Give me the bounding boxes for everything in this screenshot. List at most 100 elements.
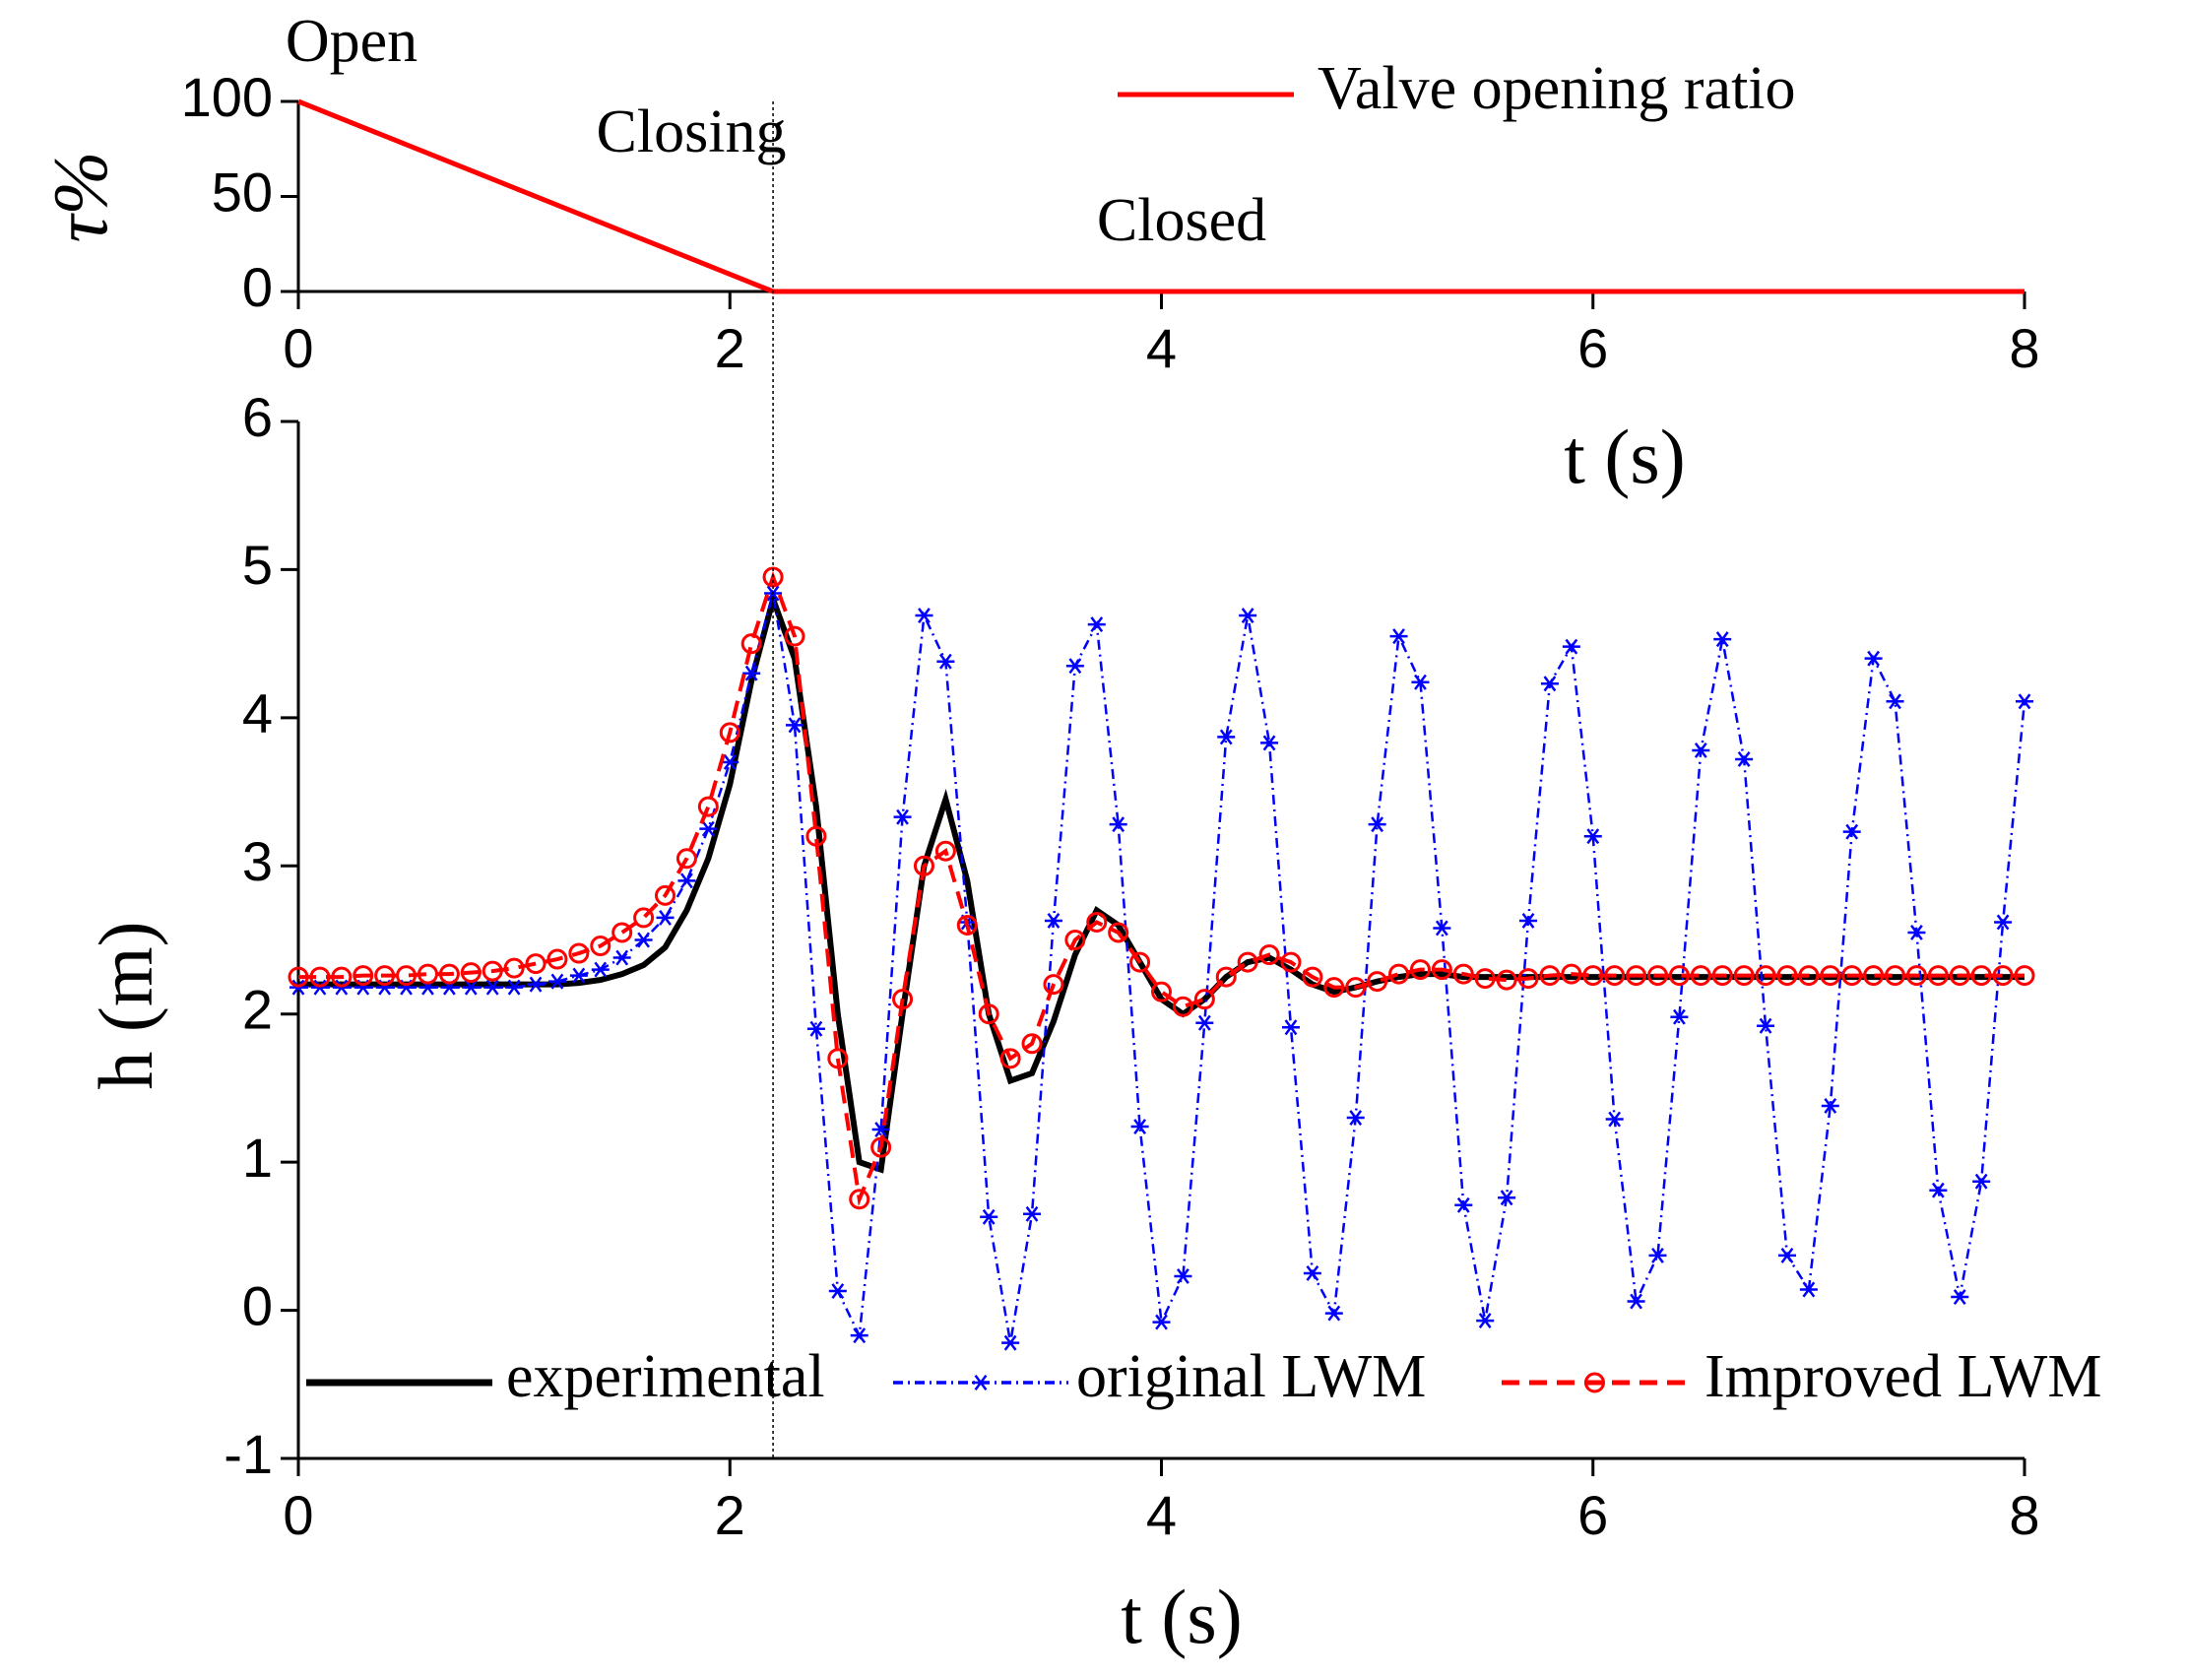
marker <box>978 1003 999 1025</box>
x-tick-label: 6 <box>1577 1484 1608 1546</box>
legend-label: experimental <box>506 1343 825 1410</box>
marker <box>1604 965 1626 987</box>
marker <box>1433 920 1451 937</box>
marker <box>1496 969 1517 991</box>
marker <box>1346 1110 1365 1126</box>
marker <box>1409 959 1431 981</box>
marker <box>1886 693 1904 710</box>
marker <box>1087 616 1106 633</box>
marker <box>505 979 524 996</box>
y-tick-label: 2 <box>242 979 273 1041</box>
marker <box>1670 1008 1689 1025</box>
marker <box>1215 966 1237 988</box>
marker <box>2016 693 2033 710</box>
marker <box>1972 1173 1991 1190</box>
legend-marker <box>1584 1372 1605 1393</box>
y-tick-label: 6 <box>242 386 273 448</box>
marker <box>1668 965 1690 987</box>
marker <box>656 909 675 926</box>
marker <box>1323 977 1345 999</box>
marker <box>999 1048 1021 1069</box>
marker <box>1303 1265 1321 1281</box>
marker <box>1517 968 1539 990</box>
marker <box>1519 912 1538 929</box>
marker <box>1561 963 1582 985</box>
marker <box>892 989 914 1010</box>
marker <box>1152 1314 1171 1330</box>
marker <box>1540 676 1559 692</box>
marker <box>1907 925 1926 940</box>
marker <box>1023 1205 1042 1222</box>
marker <box>1755 965 1776 987</box>
marker <box>1452 963 1474 985</box>
marker <box>288 966 309 988</box>
marker <box>503 957 525 979</box>
y-tick-label: 3 <box>242 830 273 892</box>
y-tick-label: -1 <box>224 1423 273 1485</box>
x-tick-label: 0 <box>283 1484 313 1546</box>
y-axis-label: h (m) <box>83 921 168 1089</box>
marker <box>546 948 568 970</box>
annotation: Open <box>286 8 418 75</box>
marker <box>1237 951 1258 973</box>
marker <box>289 979 307 996</box>
marker <box>719 722 740 743</box>
marker <box>1821 1098 1839 1114</box>
marker <box>1389 628 1408 645</box>
marker <box>1345 977 1367 999</box>
marker <box>893 808 912 825</box>
x-tick-label: 4 <box>1146 1484 1177 1546</box>
marker <box>956 914 978 936</box>
marker <box>1994 914 2013 931</box>
marker <box>1605 1111 1624 1128</box>
legend-label: Valve opening ratio <box>1318 55 1796 122</box>
marker <box>1798 965 1820 987</box>
marker <box>785 717 804 734</box>
marker <box>1172 996 1193 1017</box>
marker <box>1302 966 1323 988</box>
marker <box>784 625 805 647</box>
marker <box>438 963 460 985</box>
marker <box>1108 922 1129 943</box>
marker <box>655 884 676 906</box>
y-tick-label: 100 <box>181 66 273 128</box>
marker <box>721 754 739 770</box>
marker <box>1692 743 1710 758</box>
marker <box>1583 828 1602 845</box>
marker <box>675 848 697 870</box>
marker <box>1368 816 1386 833</box>
marker <box>677 872 696 889</box>
marker <box>870 1136 892 1158</box>
marker <box>1970 965 1992 987</box>
marker <box>1217 729 1236 745</box>
marker <box>1129 951 1151 973</box>
marker <box>1799 1281 1818 1298</box>
marker <box>1109 816 1127 833</box>
marker <box>2014 965 2035 987</box>
marker <box>828 1283 847 1299</box>
annotation: Closed <box>1097 187 1266 254</box>
marker <box>697 796 719 817</box>
marker <box>742 665 761 681</box>
marker <box>980 1208 998 1225</box>
marker <box>806 1020 825 1037</box>
marker <box>1411 674 1430 690</box>
marker <box>740 633 762 655</box>
marker <box>827 1048 849 1069</box>
x-tick-label: 6 <box>1577 317 1608 379</box>
marker <box>462 979 481 996</box>
marker <box>483 979 502 996</box>
marker <box>590 936 611 957</box>
marker <box>1776 965 1798 987</box>
marker <box>1193 989 1215 1010</box>
marker <box>699 820 718 837</box>
marker <box>1367 971 1388 993</box>
marker <box>1021 1033 1043 1055</box>
marker <box>1711 965 1733 987</box>
marker <box>1733 965 1755 987</box>
marker <box>417 963 438 985</box>
marker <box>934 840 956 862</box>
marker <box>849 1189 870 1210</box>
marker <box>1539 965 1561 987</box>
x-tick-label: 8 <box>2009 317 2039 379</box>
